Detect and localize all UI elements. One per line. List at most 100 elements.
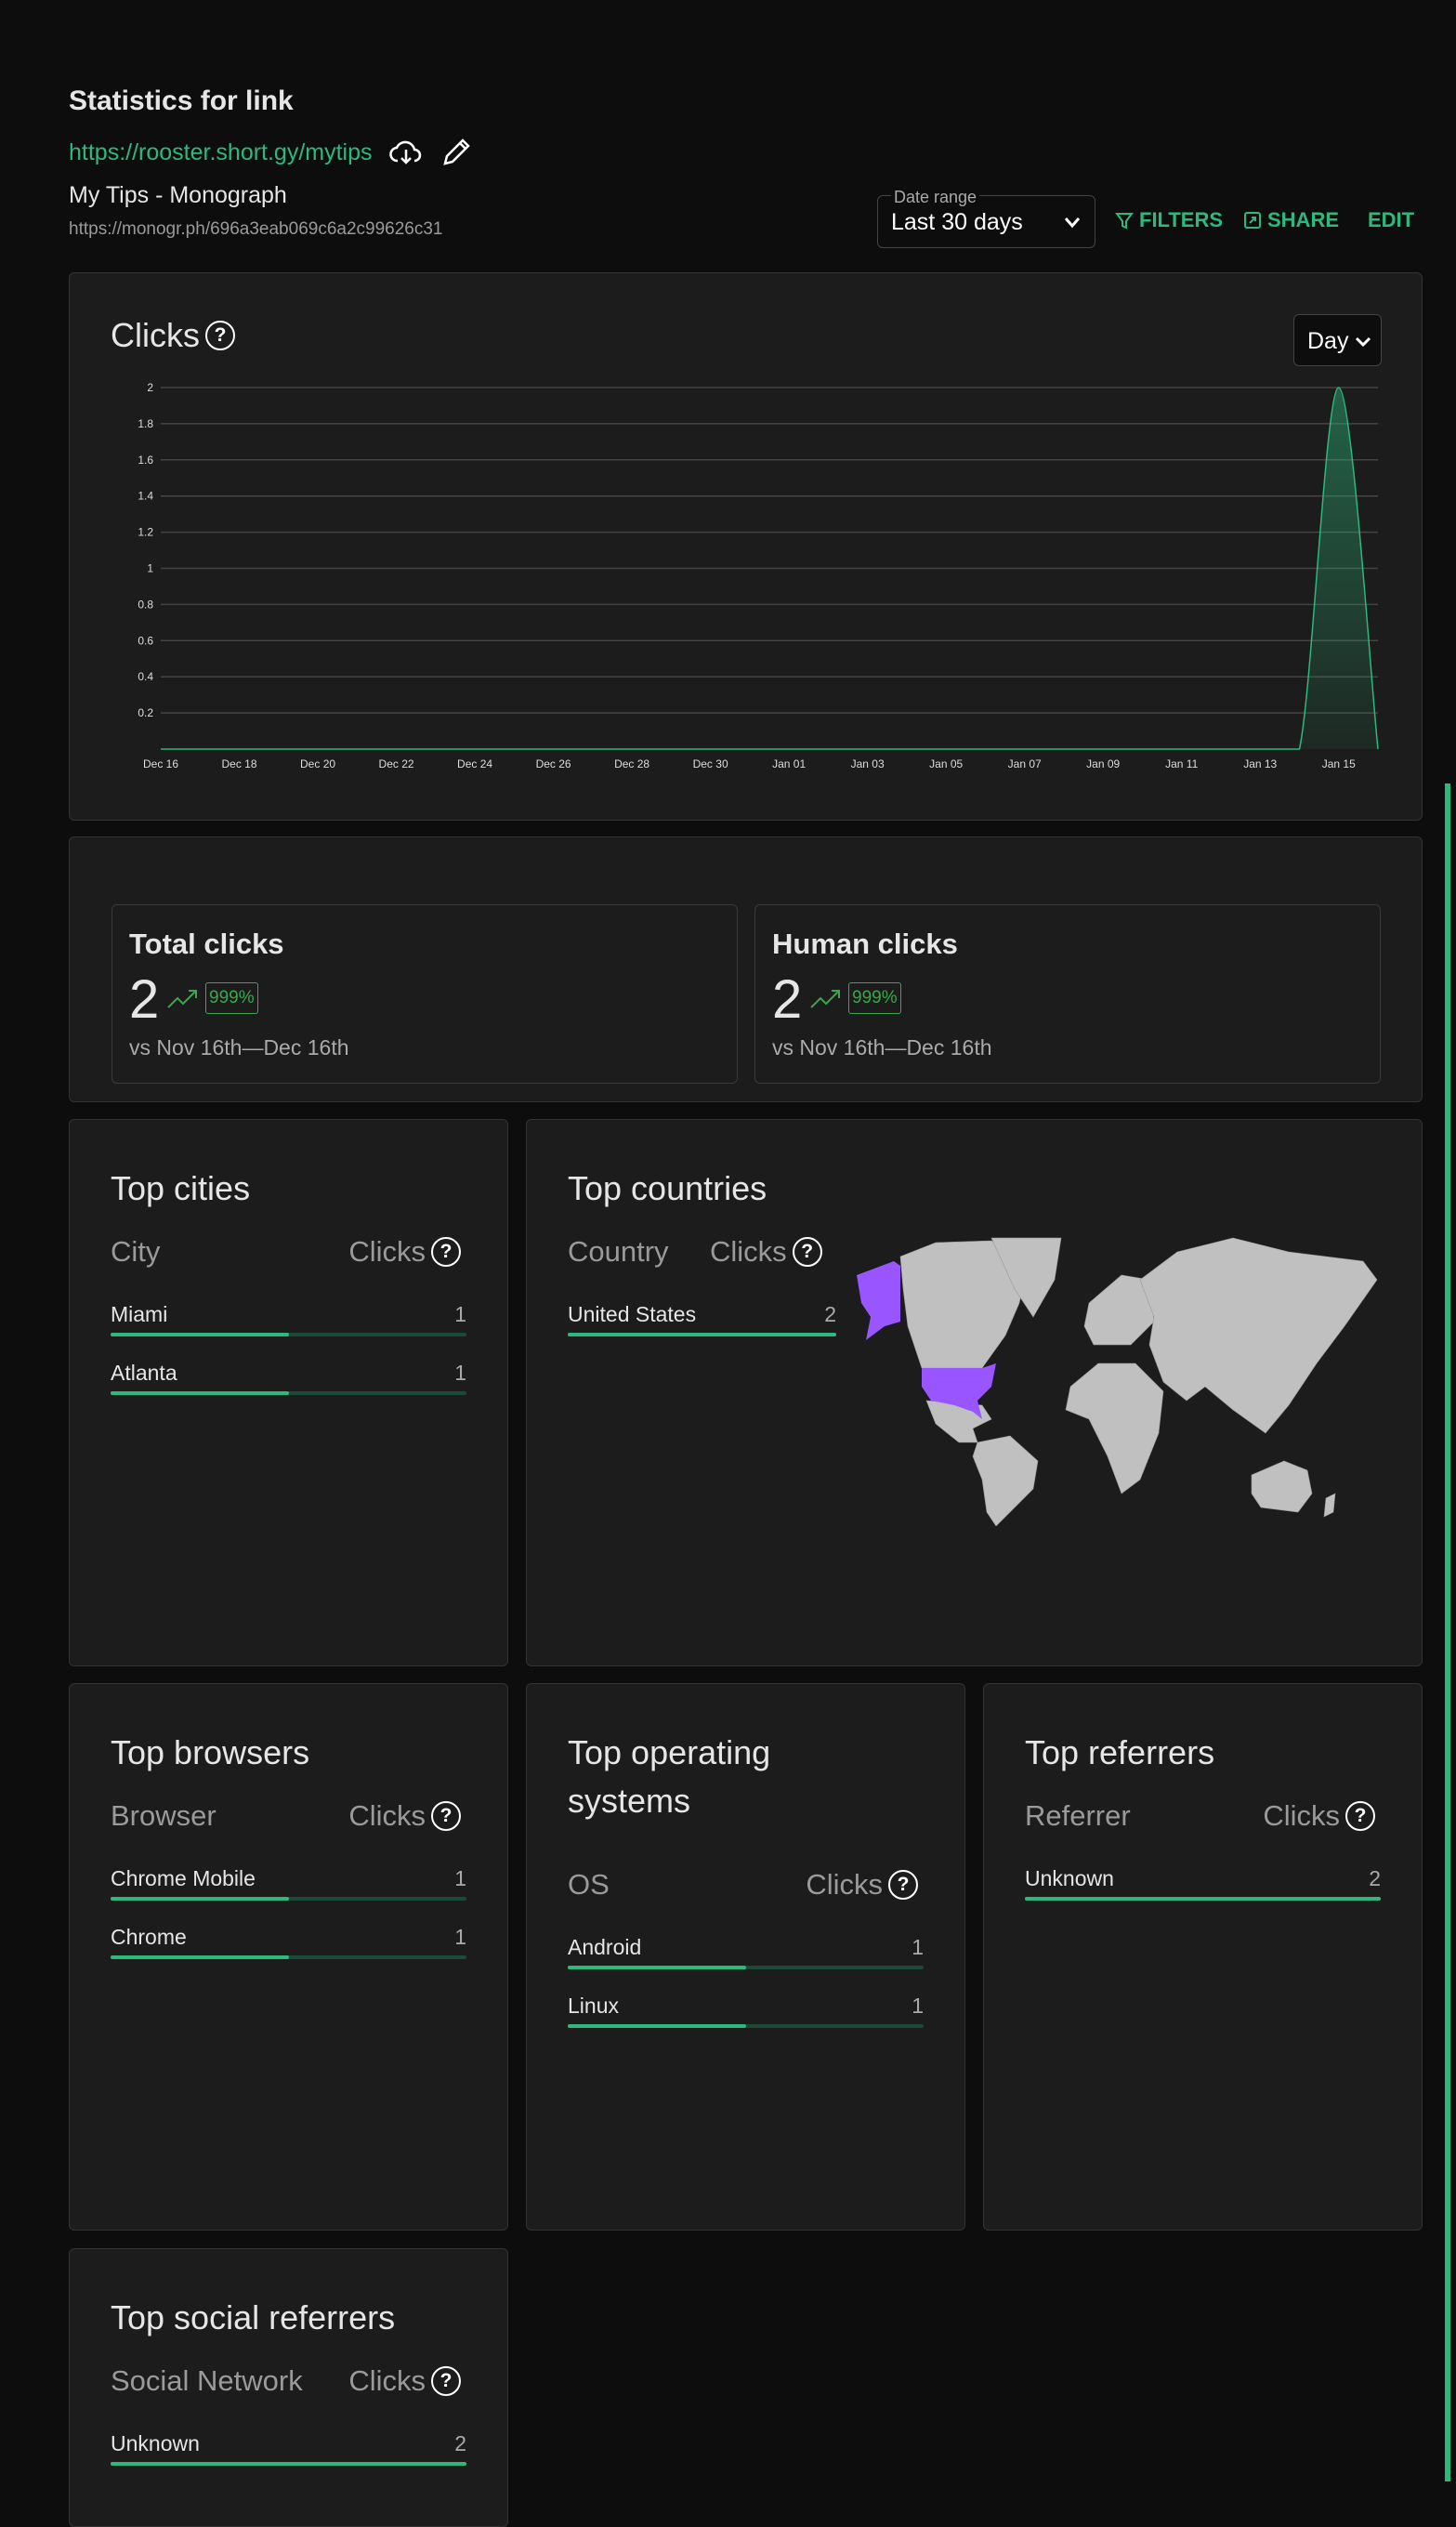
share-bar-fill: [111, 2462, 466, 2466]
item-name: Miami: [111, 1302, 168, 1326]
edit-label: EDIT: [1368, 208, 1415, 231]
share-bar-fill: [111, 1333, 289, 1336]
y-tick-label: 1.4: [138, 490, 153, 503]
pencil-edit-icon[interactable]: [439, 136, 473, 169]
share-bar: [568, 1333, 836, 1336]
cloud-download-icon[interactable]: [388, 137, 423, 168]
item-clicks: 1: [454, 1302, 466, 1326]
item-name: Chrome Mobile: [111, 1866, 256, 1890]
clicks-chart: 0.2 0.4 0.6 0.8 1 1.2 1.4 1.6 1.8 2 Dec 16 Dec 18 De…: [138, 381, 1379, 770]
x-tick-label: Jan 09: [1086, 757, 1120, 770]
referrers-title: Top referrers: [1025, 1733, 1215, 1771]
scrollbar[interactable]: [1445, 783, 1450, 2481]
human-clicks-card: Human clicks 2 999% vs Nov 16th—Dec 16th: [754, 904, 1381, 1084]
map-australia: [1251, 1460, 1313, 1513]
clicks-chart-card: Clicks ? Day 0.2 0.4 0.6 0.8 1 1.2 1.4 1.6 1.8 2 D…: [69, 272, 1423, 821]
share-bar: [111, 2462, 466, 2466]
share-button[interactable]: SHARE: [1243, 208, 1339, 232]
clicks-line: [160, 387, 1379, 750]
date-range-label: Date range: [891, 188, 980, 207]
help-icon[interactable]: ?: [792, 1237, 822, 1267]
interval-select[interactable]: Day: [1293, 314, 1382, 366]
y-tick-label: 0.6: [138, 634, 153, 647]
total-clicks-compare: vs Nov 16th—Dec 16th: [129, 1035, 349, 1059]
column-header-clicks[interactable]: Clicks?: [806, 1868, 918, 1902]
item-name: Linux: [568, 1994, 619, 2018]
item-clicks: 1: [912, 1935, 924, 1959]
y-tick-label: 1.6: [138, 454, 153, 467]
x-tick-label: Dec 18: [222, 757, 257, 770]
column-header-os: OS: [568, 1868, 610, 1901]
help-icon[interactable]: ?: [1345, 1801, 1375, 1831]
column-header-clicks[interactable]: Clicks?: [348, 1799, 461, 1833]
item-name: Unknown: [111, 2431, 200, 2455]
trending-up-icon: [810, 990, 840, 1008]
share-bar: [111, 1897, 466, 1901]
column-header-clicks[interactable]: Clicks?: [348, 1235, 461, 1269]
x-tick-label: Dec 28: [614, 757, 649, 770]
share-bar-fill: [111, 1955, 289, 1959]
clicks-header-label: Clicks: [806, 1868, 883, 1901]
filters-button[interactable]: FILTERS: [1115, 208, 1223, 232]
list-item[interactable]: Linux 1: [568, 1994, 924, 2031]
map-europe: [1083, 1274, 1155, 1346]
help-icon[interactable]: ?: [431, 1801, 461, 1831]
total-clicks-change-badge: 999%: [205, 982, 258, 1014]
x-tick-label: Jan 05: [929, 757, 963, 770]
help-icon[interactable]: ?: [431, 1237, 461, 1267]
share-bar: [568, 1966, 924, 1969]
column-header-clicks[interactable]: Clicks?: [710, 1235, 822, 1269]
share-bar-fill: [568, 1966, 746, 1969]
map-alaska: [857, 1261, 900, 1340]
clicks-header-label: Clicks: [348, 1235, 426, 1268]
human-clicks-compare: vs Nov 16th—Dec 16th: [772, 1035, 992, 1059]
share-bar: [568, 2024, 924, 2028]
column-header-clicks[interactable]: Clicks?: [348, 2364, 461, 2398]
x-tick-label: Jan 07: [1008, 757, 1042, 770]
human-clicks-label: Human clicks: [772, 928, 958, 960]
item-name: Unknown: [1025, 1866, 1114, 1890]
map-canada: [899, 1240, 1030, 1369]
list-item[interactable]: Android 1: [568, 1935, 924, 1972]
share-bar: [111, 1391, 466, 1395]
help-icon[interactable]: ?: [431, 2366, 461, 2396]
top-referrers-card: Top referrers Referrer Clicks? Unknown 2: [983, 1683, 1423, 2231]
map-united-states: [922, 1363, 996, 1419]
item-clicks: 2: [454, 2431, 466, 2455]
item-clicks: 2: [1369, 1866, 1381, 1890]
date-range-select[interactable]: Date range Last 30 days: [877, 188, 1095, 248]
list-item[interactable]: United States 2: [568, 1302, 836, 1339]
list-item[interactable]: Chrome Mobile 1: [111, 1866, 466, 1903]
short-link[interactable]: https://rooster.short.gy/mytips: [69, 138, 373, 165]
x-tick-label: Jan 03: [851, 757, 885, 770]
help-icon[interactable]: ?: [205, 321, 235, 350]
help-icon[interactable]: ?: [888, 1870, 918, 1900]
share-label: SHARE: [1267, 208, 1340, 231]
x-tick-label: Dec 20: [300, 757, 335, 770]
destination-url[interactable]: https://monogr.ph/696a3eab069c6a2c99626c…: [69, 219, 443, 239]
list-item[interactable]: Unknown 2: [1025, 1866, 1381, 1903]
share-bar-fill: [111, 1897, 289, 1901]
x-tick-label: Dec 30: [693, 757, 728, 770]
item-clicks: 1: [454, 1925, 466, 1949]
map-africa: [1065, 1362, 1164, 1494]
item-clicks: 1: [454, 1866, 466, 1890]
column-header-browsers: Browser: [111, 1799, 216, 1832]
y-tick-label: 0.2: [138, 706, 153, 719]
list-item[interactable]: Unknown 2: [111, 2431, 466, 2468]
item-name: Atlanta: [111, 1361, 177, 1385]
list-item[interactable]: Miami 1: [111, 1302, 466, 1339]
share-icon: [1244, 212, 1261, 229]
clicks-header-label: Clicks: [348, 2364, 426, 2397]
column-header-clicks[interactable]: Clicks?: [1263, 1799, 1375, 1833]
item-name: Android: [568, 1935, 642, 1959]
top-browsers-card: Top browsers Browser Clicks? Chrome Mobile 1…: [69, 1683, 508, 2231]
list-item[interactable]: Atlanta 1: [111, 1361, 466, 1398]
filter-icon: [1115, 213, 1134, 230]
list-item[interactable]: Chrome 1: [111, 1925, 466, 1962]
y-tick-label: 2: [147, 381, 153, 394]
edit-button[interactable]: EDIT: [1368, 208, 1414, 232]
x-tick-label: Dec 22: [379, 757, 414, 770]
date-range-value: Last 30 days: [891, 209, 1023, 235]
column-header-countries: Country: [568, 1235, 669, 1268]
